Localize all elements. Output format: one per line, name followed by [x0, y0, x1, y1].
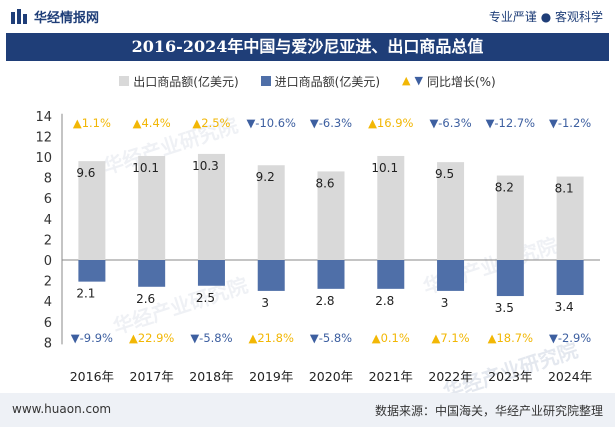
- legend-yoy-label: 同比增长(%): [426, 74, 496, 89]
- import-value-label: 3: [261, 296, 269, 310]
- data-source: 数据来源：中国海关，华经产业研究院整理: [374, 404, 603, 418]
- x-category-label: 2016年: [70, 369, 114, 384]
- legend-import-swatch: [260, 76, 271, 86]
- legend-import: 进口商品额(亿美元): [260, 72, 381, 90]
- import-value-label: 2.6: [136, 292, 155, 306]
- x-category-label: 2020年: [309, 369, 353, 384]
- top-bar: 华经情报网 专业严谨 ● 客观科学: [0, 0, 615, 32]
- export-bar: [78, 161, 106, 260]
- logo-icon: [11, 8, 27, 24]
- footer: www.huaon.com 数据来源：中国海关，华经产业研究院整理: [0, 393, 615, 427]
- import-yoy-label: ▲18.7%: [488, 331, 533, 345]
- export-value-label: 9.6: [76, 166, 95, 180]
- x-category-label: 2023年: [488, 369, 532, 384]
- import-yoy-label: ▲7.1%: [432, 331, 470, 345]
- export-yoy-label: ▲4.4%: [133, 116, 171, 130]
- export-yoy-label: ▼-10.6%: [246, 116, 296, 130]
- import-value-label: 2.8: [315, 294, 334, 308]
- legend-export-label: 出口商品额(亿美元): [133, 74, 239, 89]
- y-tick-label: 14: [35, 110, 52, 125]
- y-tick-label: 10: [35, 151, 52, 166]
- import-yoy-label: ▼-9.9%: [71, 331, 113, 345]
- export-bar: [138, 155, 166, 260]
- export-yoy-label: ▲2.5%: [192, 116, 230, 130]
- export-yoy-label: ▲1.1%: [73, 116, 111, 130]
- brand: 华经情报网: [10, 7, 99, 26]
- y-tick-label: 8: [44, 336, 52, 351]
- tagline: 专业严谨 ● 客观科学: [488, 10, 603, 24]
- chart-plot: 14 12 10 8 6 4 2 0 2 4 6 8 9.6 2.1 ▲1.1% ▼-9.9% 2016年 10.…: [35, 110, 600, 384]
- export-bar: [556, 176, 584, 260]
- legend: 出口商品额(亿美元) 进口商品额(亿美元) ▲ ▼ 同比增长(%): [0, 72, 615, 90]
- export-value-label: 10.1: [132, 161, 159, 175]
- export-value-label: 8.2: [495, 181, 514, 195]
- import-yoy-label: ▲22.9%: [129, 331, 174, 345]
- y-tick-label: 6: [44, 316, 52, 331]
- import-bar: [317, 260, 345, 289]
- export-value-label: 8.1: [555, 182, 574, 196]
- legend-yoy: ▲ ▼ 同比增长(%): [402, 72, 496, 90]
- export-value-label: 9.2: [256, 170, 275, 184]
- import-value-label: 3.4: [555, 300, 574, 314]
- export-value-label: 8.6: [315, 176, 334, 190]
- import-value-label: 3: [441, 296, 449, 310]
- import-bar: [377, 260, 405, 289]
- down-triangle-icon: ▼: [414, 74, 423, 87]
- export-value-label: 9.5: [435, 167, 454, 181]
- x-category-label: 2018年: [189, 369, 233, 384]
- import-yoy-label: ▼-2.9%: [549, 331, 591, 345]
- export-bar: [317, 171, 345, 260]
- import-value-label: 3.5: [495, 301, 514, 315]
- website-link[interactable]: www.huaon.com: [12, 402, 112, 416]
- export-value-label: 10.3: [192, 159, 219, 173]
- import-bar: [556, 260, 584, 296]
- y-tick-label: 2: [44, 233, 52, 248]
- x-category-label: 2017年: [130, 369, 174, 384]
- import-yoy-label: ▲21.8%: [249, 331, 294, 345]
- y-tick-label: 8: [44, 172, 52, 187]
- legend-export-swatch: [119, 76, 130, 86]
- y-tick-label: 4: [44, 295, 52, 310]
- y-tick-label: 0: [44, 254, 52, 269]
- x-category-label: 2022年: [428, 369, 472, 384]
- import-value-label: 2.1: [76, 287, 95, 301]
- legend-import-label: 进口商品额(亿美元): [274, 74, 381, 89]
- export-yoy-label: ▼-12.7%: [486, 116, 536, 130]
- export-yoy-label: ▼-6.3%: [310, 116, 352, 130]
- y-tick-label: 6: [44, 192, 52, 207]
- brand-name: 华经情报网: [34, 11, 100, 26]
- import-value-label: 2.8: [375, 294, 394, 308]
- export-value-label: 10.1: [371, 161, 398, 175]
- import-yoy-label: ▲0.1%: [372, 331, 410, 345]
- import-bar: [197, 260, 225, 286]
- import-value-label: 2.5: [196, 291, 215, 305]
- export-bar: [496, 175, 524, 260]
- x-category-label: 2019年: [249, 369, 293, 384]
- y-tick-label: 12: [35, 130, 52, 145]
- export-bar: [437, 162, 465, 260]
- import-bar: [496, 260, 524, 297]
- y-tick-label: 4: [44, 213, 52, 228]
- chart-title: 2016-2024年中国与爱沙尼亚进、出口商品总值: [6, 33, 609, 61]
- import-bar: [257, 260, 285, 291]
- import-yoy-label: ▼-5.8%: [190, 331, 232, 345]
- import-bar: [437, 260, 465, 291]
- export-yoy-label: ▼-1.2%: [549, 116, 591, 130]
- import-bar: [138, 260, 166, 287]
- export-yoy-label: ▼-6.3%: [429, 116, 471, 130]
- export-bar: [257, 165, 285, 260]
- up-triangle-icon: ▲: [402, 74, 411, 87]
- export-bar: [197, 153, 225, 260]
- x-category-label: 2021年: [369, 369, 413, 384]
- y-tick-label: 2: [44, 275, 52, 290]
- import-bar: [78, 260, 106, 282]
- export-yoy-label: ▲16.9%: [368, 116, 413, 130]
- import-yoy-label: ▼-5.8%: [310, 331, 352, 345]
- legend-export: 出口商品额(亿美元): [119, 72, 239, 90]
- export-bar: [377, 155, 405, 260]
- x-category-label: 2024年: [548, 369, 592, 384]
